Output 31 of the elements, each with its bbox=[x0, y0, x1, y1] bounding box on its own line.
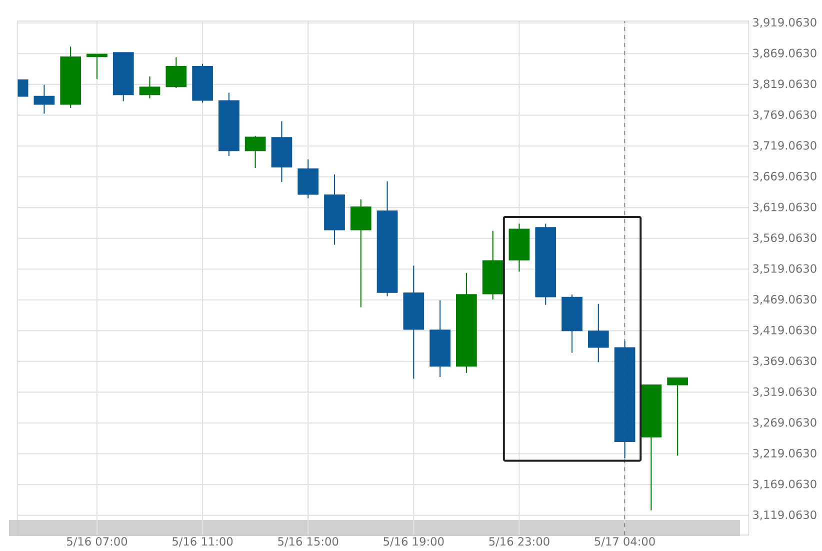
y-tick-label: 3,269.0630 bbox=[753, 418, 816, 428]
y-tick-label: 3,319.0630 bbox=[753, 387, 816, 398]
y-tick-label: 3,369.0630 bbox=[753, 356, 816, 366]
candlestick bbox=[166, 56, 187, 89]
x-tick-label: 5/16 11:00 bbox=[172, 537, 233, 547]
candlestick bbox=[139, 76, 160, 99]
candlestick bbox=[244, 135, 266, 169]
x-tick-label: 5/16 19:00 bbox=[384, 537, 444, 547]
y-tick-label: 3,219.0630 bbox=[753, 448, 816, 459]
y-tick-label: 3,669.0630 bbox=[753, 172, 816, 182]
candlestick bbox=[588, 303, 609, 363]
y-tick-label: 3,519.0630 bbox=[753, 264, 816, 274]
candlestick bbox=[350, 198, 372, 308]
y-tick-label: 3,619.0630 bbox=[753, 202, 816, 212]
y-tick-label: 3,869.0630 bbox=[753, 48, 816, 59]
y-tick-label: 3,719.0630 bbox=[753, 141, 816, 151]
x-tick-label: 5/16 15:00 bbox=[278, 537, 338, 547]
candlestick bbox=[667, 377, 688, 456]
y-tick-label: 3,819.0630 bbox=[753, 80, 816, 90]
x-tick-label: 5/16 07:00 bbox=[67, 537, 128, 547]
y-tick-label: 3,169.0630 bbox=[753, 480, 816, 490]
y-tick-label: 3,119.0630 bbox=[753, 510, 816, 520]
y-tick-label: 3,569.0630 bbox=[753, 233, 816, 244]
candlestick bbox=[86, 54, 108, 80]
y-tick-label: 3,469.0630 bbox=[753, 295, 816, 305]
y-tick-label: 3,919.0630 bbox=[753, 18, 816, 28]
candlestick bbox=[34, 84, 55, 114]
x-tick-label: 5/16 23:00 bbox=[489, 537, 550, 547]
y-tick-label: 3,769.0630 bbox=[753, 110, 816, 120]
y-tick-label: 3,419.0630 bbox=[753, 326, 816, 336]
x-tick-label: 5/17 04:00 bbox=[594, 537, 655, 547]
